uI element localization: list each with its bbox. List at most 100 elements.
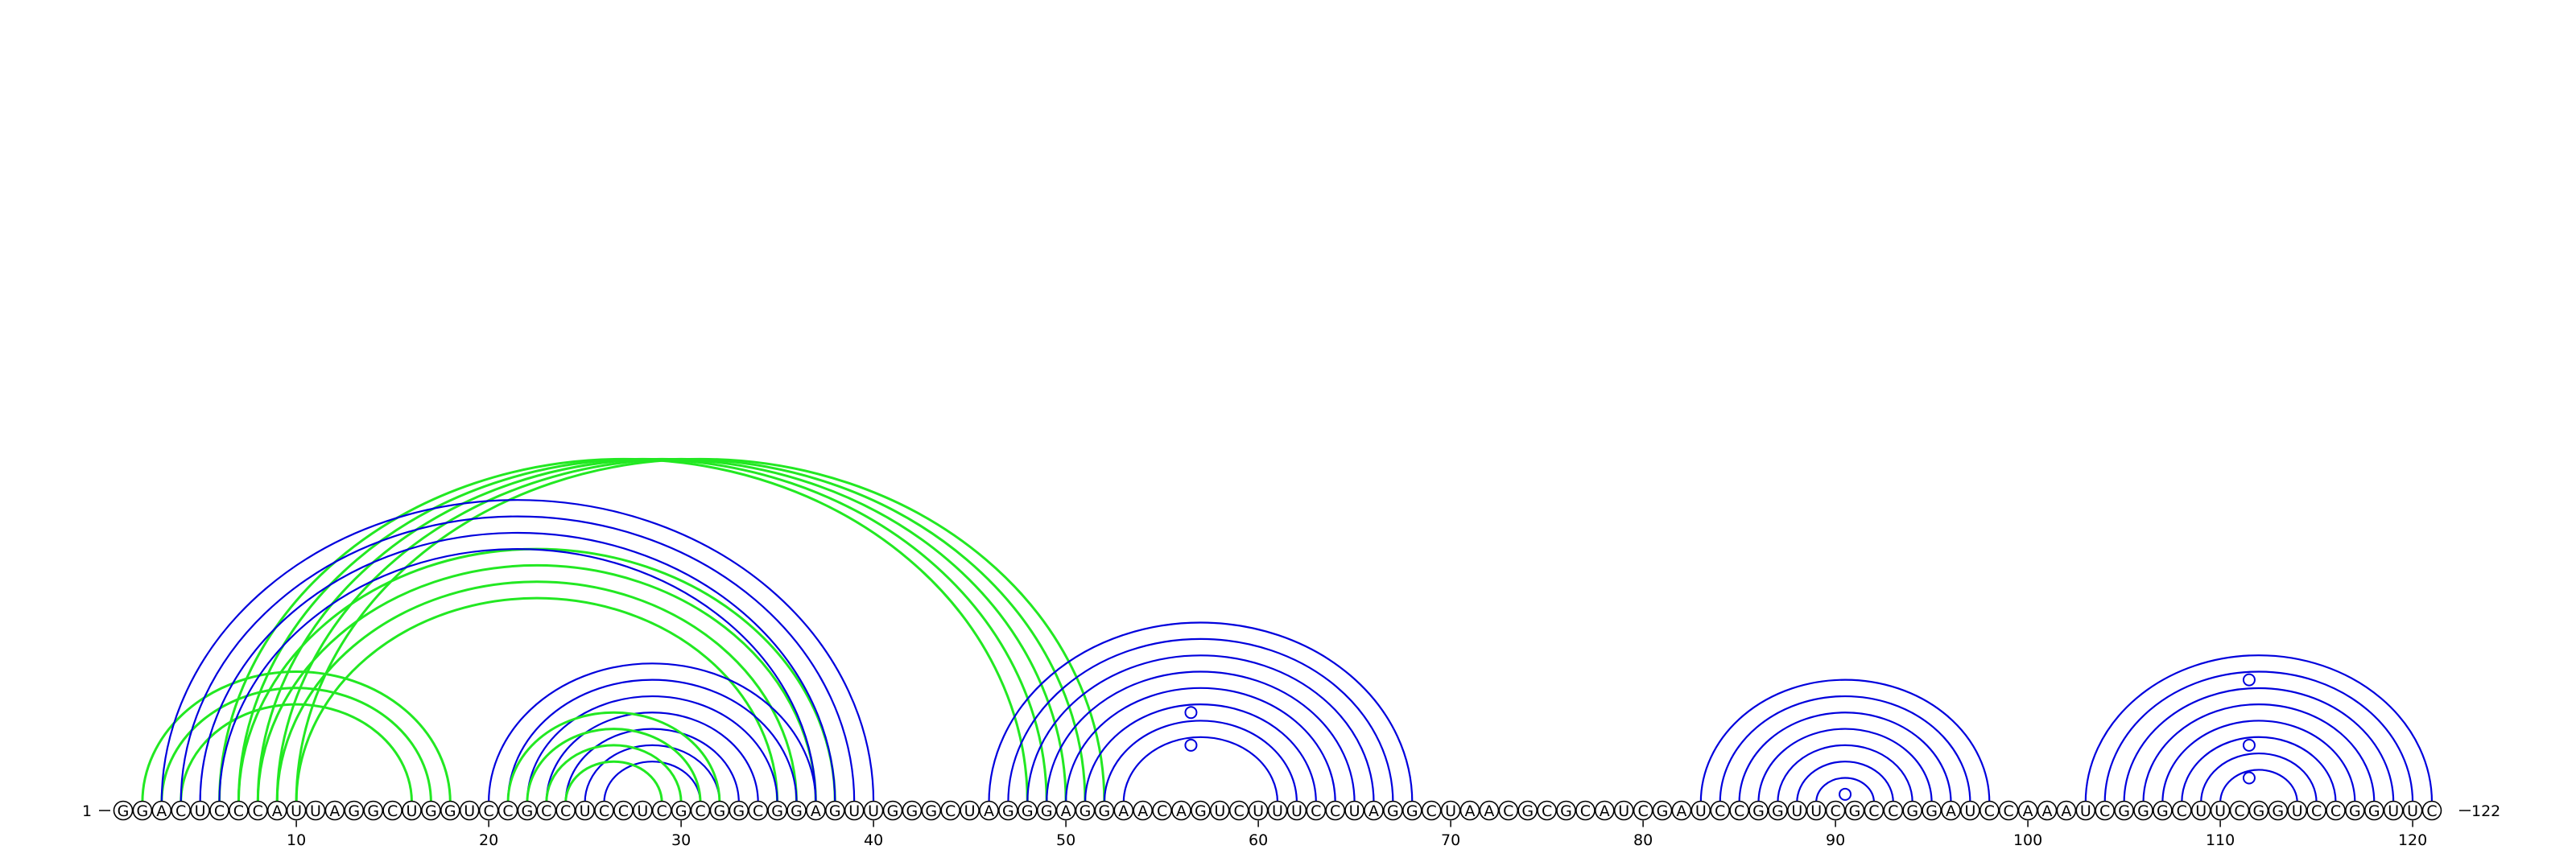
nucleotide-77: C [1575, 800, 1596, 821]
nucleotide-103: U [2075, 800, 2096, 821]
nucleotide-circle [1171, 800, 1191, 821]
nucleotide-25: U [575, 800, 595, 821]
nucleotide-letter: A [1368, 802, 1379, 820]
nucleotide-letter: U [1253, 802, 1264, 820]
nucleotide-8: C [247, 800, 268, 821]
nucleotide-circle [1248, 800, 1269, 821]
nucleotide-letter: A [272, 802, 283, 820]
nucleotide-circle [863, 800, 884, 821]
nucleotide-102: A [2056, 800, 2077, 821]
base-pair-arc-106-118 [2142, 703, 2376, 803]
nucleotide-letter: G [522, 802, 534, 820]
nucleotide-letter: C [1888, 802, 1898, 820]
nucleotide-letter: G [1772, 802, 1784, 820]
nucleotide-letter: A [811, 802, 821, 820]
mismatch-marker-2 [1184, 738, 1198, 752]
nucleotide-circle [190, 800, 210, 821]
nucleotide-14: G [363, 800, 384, 821]
nucleotide-letter: G [675, 802, 687, 820]
nucleotide-circle [2037, 800, 2058, 821]
base-pair-arc-3-17 [160, 687, 432, 803]
nucleotide-letter: C [1580, 802, 1591, 820]
base-pair-arc-4-16 [180, 703, 413, 803]
base-pair-arc-26-31 [603, 761, 702, 803]
nucleotide-circle [2402, 800, 2423, 821]
nucleotide-55: C [1152, 800, 1172, 821]
base-pair-arc-108-116 [2181, 736, 2337, 803]
base-pair-arc-25-32 [584, 744, 720, 803]
nucleotide-letter: A [1137, 802, 1148, 820]
base-pair-arc-109-115 [2200, 752, 2318, 803]
nucleotide-letter: U [407, 802, 418, 820]
nucleotide-circle [1787, 800, 1807, 821]
nucleotide-circle [806, 800, 826, 821]
nucleotide-56: A [1171, 800, 1191, 821]
nucleotide-44: C [940, 800, 960, 821]
nucleotide-42: G [902, 800, 923, 821]
nucleotide-circle [2056, 800, 2077, 821]
nucleotide-circle [1748, 800, 1769, 821]
nucleotide-108: C [2172, 800, 2192, 821]
nucleotide-2: G [132, 800, 153, 821]
nucleotide-34: C [748, 800, 769, 821]
nucleotide-circle [1383, 800, 1403, 821]
mismatch-marker-4 [2242, 673, 2256, 687]
nucleotide-80: C [1633, 800, 1653, 821]
nucleotide-75: C [1537, 800, 1557, 821]
end-label: 122 [2471, 802, 2500, 820]
tick-label-70: 70 [1441, 831, 1460, 849]
nucleotide-circle [940, 800, 960, 821]
nucleotide-57: G [1191, 800, 1211, 821]
nucleotide-letter: A [1600, 802, 1610, 820]
nucleotide-letter: C [945, 802, 956, 820]
nucleotide-116: C [2326, 800, 2346, 821]
nucleotide-113: G [2268, 800, 2289, 821]
nucleotide-letter: A [984, 802, 994, 820]
nucleotide-82: A [1671, 800, 1692, 821]
nucleotide-letter: C [657, 802, 667, 820]
nucleotide-letter: G [771, 802, 783, 820]
nucleotide-circle [1575, 800, 1596, 821]
nucleotide-circle [575, 800, 595, 821]
nucleotide-circle [2133, 800, 2153, 821]
base-pair-arc-4-39 [180, 515, 856, 803]
tick-label-10: 10 [287, 831, 306, 849]
nucleotide-letter: C [1637, 802, 1648, 820]
nucleotide-letter: G [444, 802, 456, 820]
nucleotide-circle [2421, 800, 2442, 821]
base-pair-arc-86-95 [1757, 728, 1933, 803]
nucleotide-letter: G [348, 802, 360, 820]
nucleotide-circle [748, 800, 769, 821]
nucleotide-21: C [497, 800, 518, 821]
nucleotide-letter: U [1214, 802, 1225, 820]
nucleotide-letter: G [925, 802, 937, 820]
nucleotide-letter: A [1176, 802, 1187, 820]
nucleotide-22: G [517, 800, 538, 821]
tick-layer: 10 20 30 40 50 60 70 80 90 100 110 120 [287, 820, 2427, 849]
nucleotide-83: U [1690, 800, 1711, 821]
nucleotide-letter: C [2099, 802, 2110, 820]
nucleotide-circle [171, 800, 191, 821]
nucleotide-letter: A [2042, 802, 2053, 820]
nucleotide-circle [1459, 800, 1480, 821]
nucleotide-letter: G [1906, 802, 1918, 820]
nucleotide-letter: C [1734, 802, 1744, 820]
nucleotide-40: U [863, 800, 884, 821]
nucleotide-circle [2383, 800, 2404, 821]
nucleotide-84: C [1710, 800, 1730, 821]
nucleotide-circle [344, 800, 365, 821]
nucleotide-letter: G [1099, 802, 1111, 820]
nucleotide-circle [1421, 800, 1442, 821]
nucleotide-circle [1191, 800, 1211, 821]
nucleotide-circle [1325, 800, 1345, 821]
base-pair-arc-23-30 [545, 744, 683, 803]
nucleotide-93: C [1883, 800, 1904, 821]
nucleotide-circle [2095, 800, 2115, 821]
nucleotide-letter: G [1521, 802, 1534, 820]
tick-label-110: 110 [2206, 831, 2235, 849]
nucleotide-letter: C [175, 802, 186, 820]
nucleotide-letter: U [1445, 802, 1456, 820]
nucleotide-79: U [1613, 800, 1634, 821]
base-pair-arc-53-61 [1122, 736, 1279, 803]
base-pair-arc-47-67 [1007, 637, 1394, 803]
